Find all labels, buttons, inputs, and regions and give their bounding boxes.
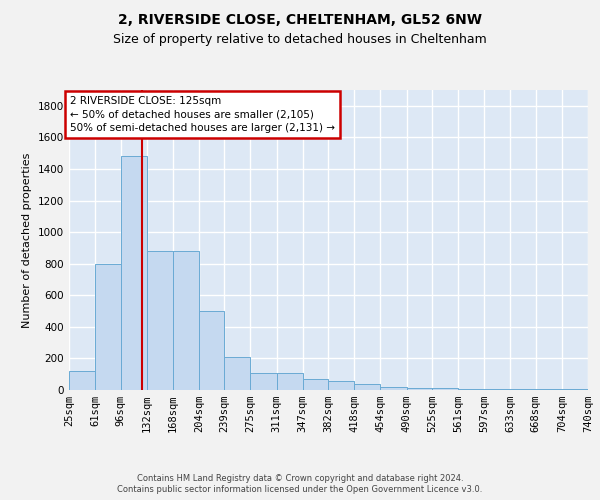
Bar <box>146 251 173 390</box>
Y-axis label: Number of detached properties: Number of detached properties <box>22 152 32 328</box>
Text: Contains HM Land Registry data © Crown copyright and database right 2024.
Contai: Contains HM Land Registry data © Crown c… <box>118 474 482 494</box>
Bar <box>562 389 588 390</box>
Bar <box>121 156 146 390</box>
Bar <box>380 387 407 390</box>
Text: 2 RIVERSIDE CLOSE: 125sqm
← 50% of detached houses are smaller (2,105)
50% of se: 2 RIVERSIDE CLOSE: 125sqm ← 50% of detac… <box>70 96 335 132</box>
Text: Size of property relative to detached houses in Cheltenham: Size of property relative to detached ho… <box>113 32 487 46</box>
Bar <box>69 371 95 390</box>
Bar <box>407 388 432 390</box>
Text: 2, RIVERSIDE CLOSE, CHELTENHAM, GL52 6NW: 2, RIVERSIDE CLOSE, CHELTENHAM, GL52 6NW <box>118 12 482 26</box>
Bar <box>250 372 277 390</box>
Bar <box>458 389 484 390</box>
Bar <box>277 372 303 390</box>
Bar <box>199 311 224 390</box>
Bar <box>536 389 562 390</box>
Bar <box>511 389 536 390</box>
Bar <box>484 389 511 390</box>
Bar <box>354 384 380 390</box>
Bar <box>224 357 250 390</box>
Bar <box>303 379 328 390</box>
Bar <box>432 388 458 390</box>
Bar <box>173 251 199 390</box>
Bar <box>328 382 354 390</box>
Bar <box>95 264 121 390</box>
